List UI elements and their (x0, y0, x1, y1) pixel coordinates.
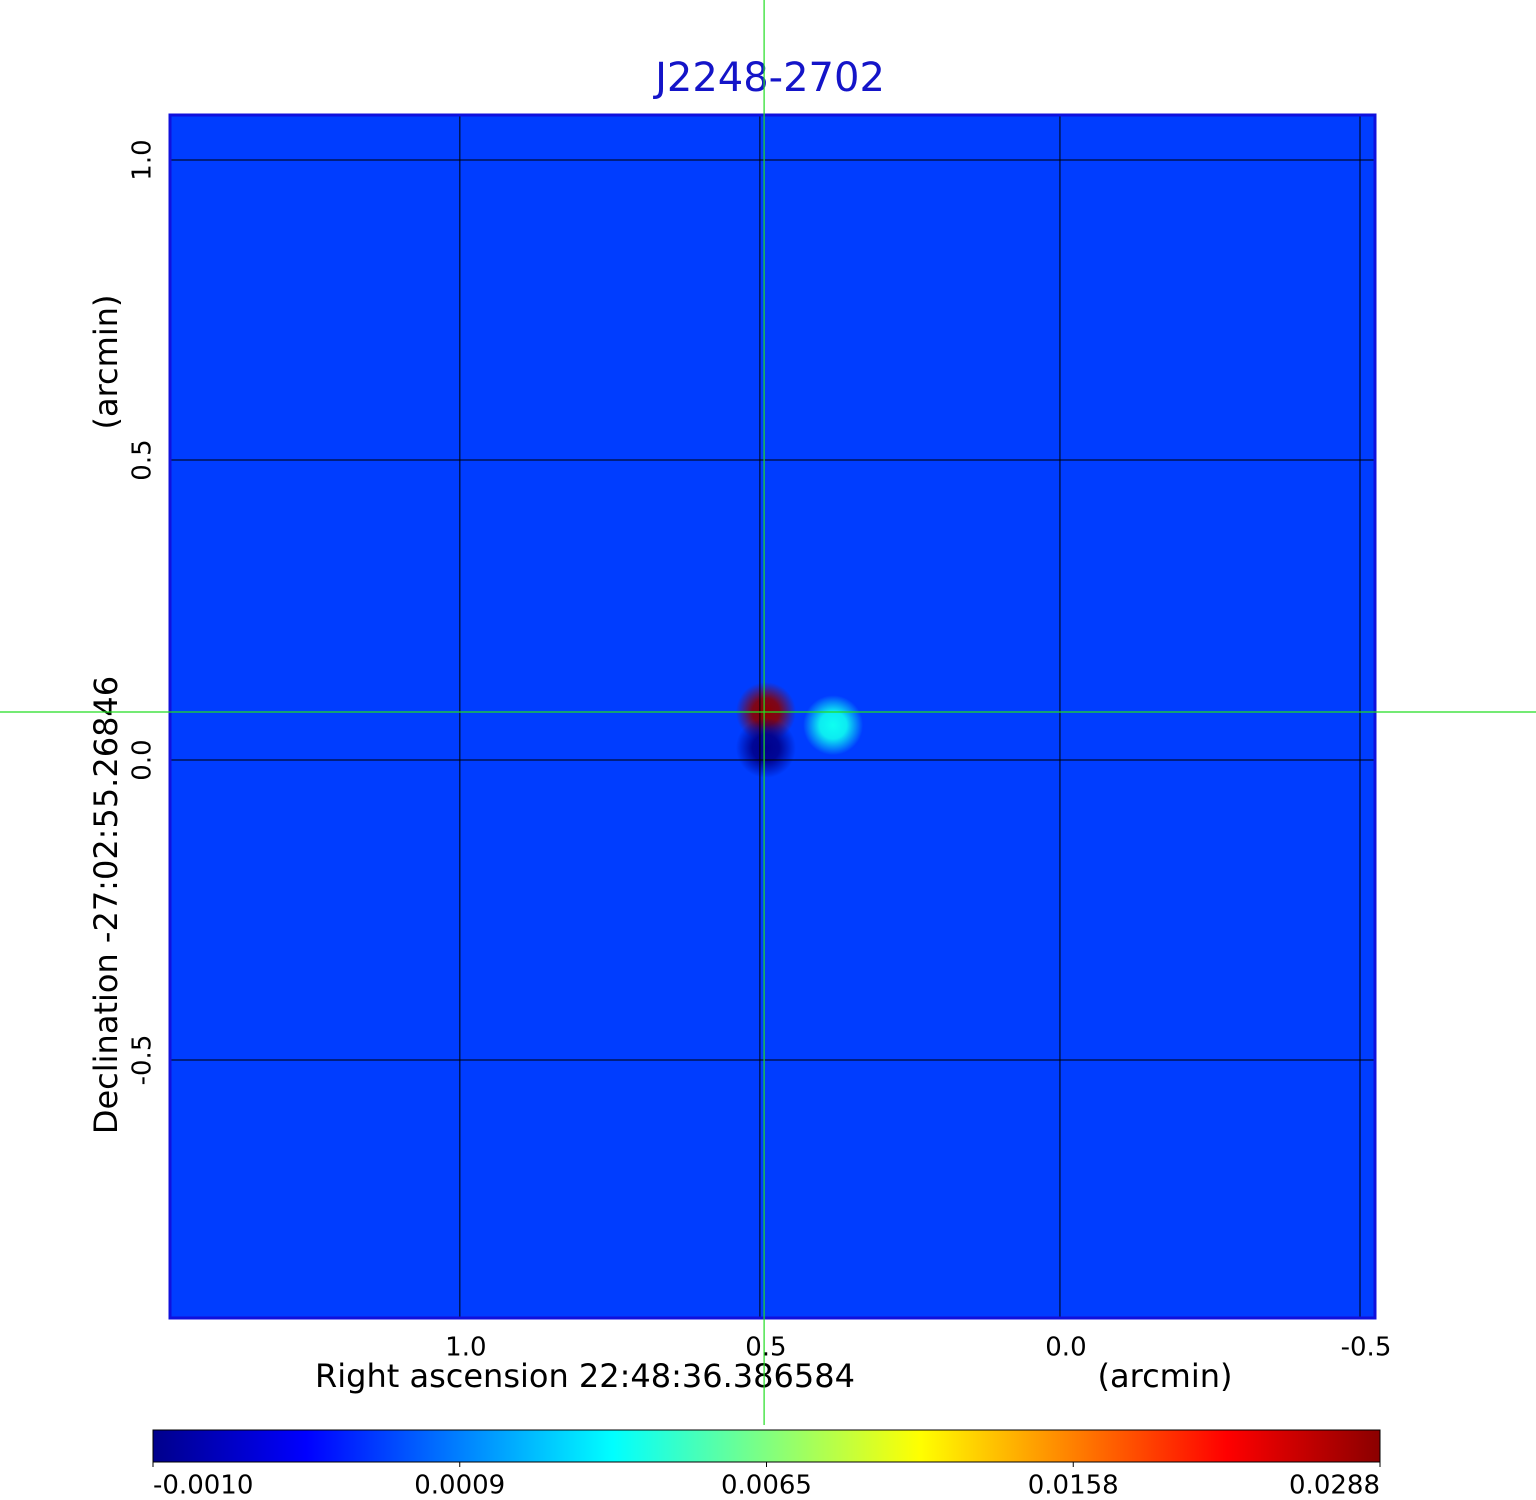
y-tick-label: 1.0 (128, 139, 158, 180)
colorbar-tick-label: 0.0158 (1028, 1471, 1119, 1500)
y-tick-label: 0.5 (128, 439, 158, 480)
x-tick-label: 0.0 (1045, 1333, 1086, 1363)
x-tick-label: 0.5 (745, 1333, 786, 1363)
chart-title: J2248-2702 (652, 55, 885, 101)
x-tick-label: 1.0 (445, 1333, 486, 1363)
y-tick-label: -0.5 (128, 1035, 158, 1086)
source (803, 695, 864, 756)
colorbar-tick-label: -0.0010 (153, 1471, 253, 1500)
source (735, 718, 796, 778)
y-tick-label: 0.0 (128, 739, 158, 780)
colorbar-tick-label: 0.0288 (1289, 1471, 1380, 1500)
colorbar (152, 1429, 1381, 1463)
colorbar-tick-label: 0.0065 (721, 1471, 812, 1500)
x-axis-label: Right ascension 22:48:36.386584 (315, 1357, 855, 1395)
x-axis-unit: (arcmin) (1098, 1357, 1233, 1395)
colorbar-tick-label: 0.0009 (414, 1471, 505, 1500)
y-axis-label: Declination -27:02:55.26846 (87, 676, 125, 1134)
x-tick-label: -0.5 (1341, 1333, 1392, 1363)
plot-frame (168, 113, 1377, 1320)
y-axis-unit: (arcmin) (87, 295, 125, 430)
